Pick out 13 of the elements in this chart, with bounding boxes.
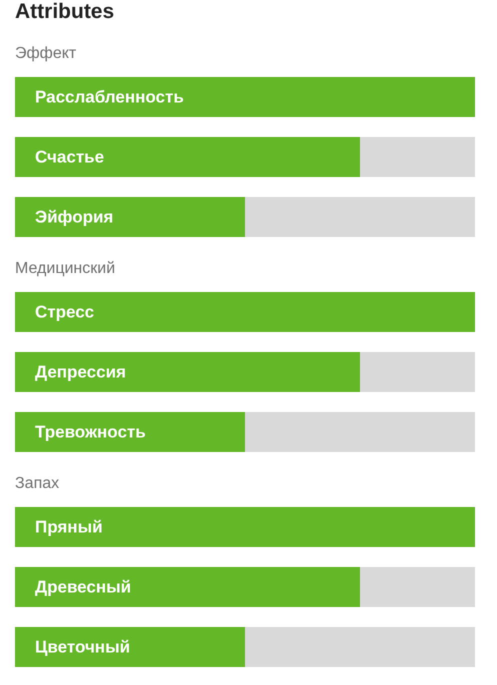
y-tick-label: Древесный xyxy=(35,578,132,597)
chart-subtitle: Медицинский xyxy=(14,259,116,279)
y-tick-label: Счастье xyxy=(35,148,104,167)
y-tick-label: Пряный xyxy=(35,518,103,537)
chart-subtitle: Запах xyxy=(14,474,60,494)
y-tick-label: Депрессия xyxy=(35,362,126,382)
y-tick-label: Цветочный xyxy=(35,638,130,657)
y-tick-label: Стресс xyxy=(35,302,94,322)
y-tick-label: Тревожность xyxy=(35,422,146,442)
y-tick-label: Расслабленность xyxy=(35,88,184,107)
y-tick-label: Эйфория xyxy=(35,208,114,227)
chart-subtitle: Эффект xyxy=(14,44,78,64)
chart-title: Attributes xyxy=(15,0,114,24)
